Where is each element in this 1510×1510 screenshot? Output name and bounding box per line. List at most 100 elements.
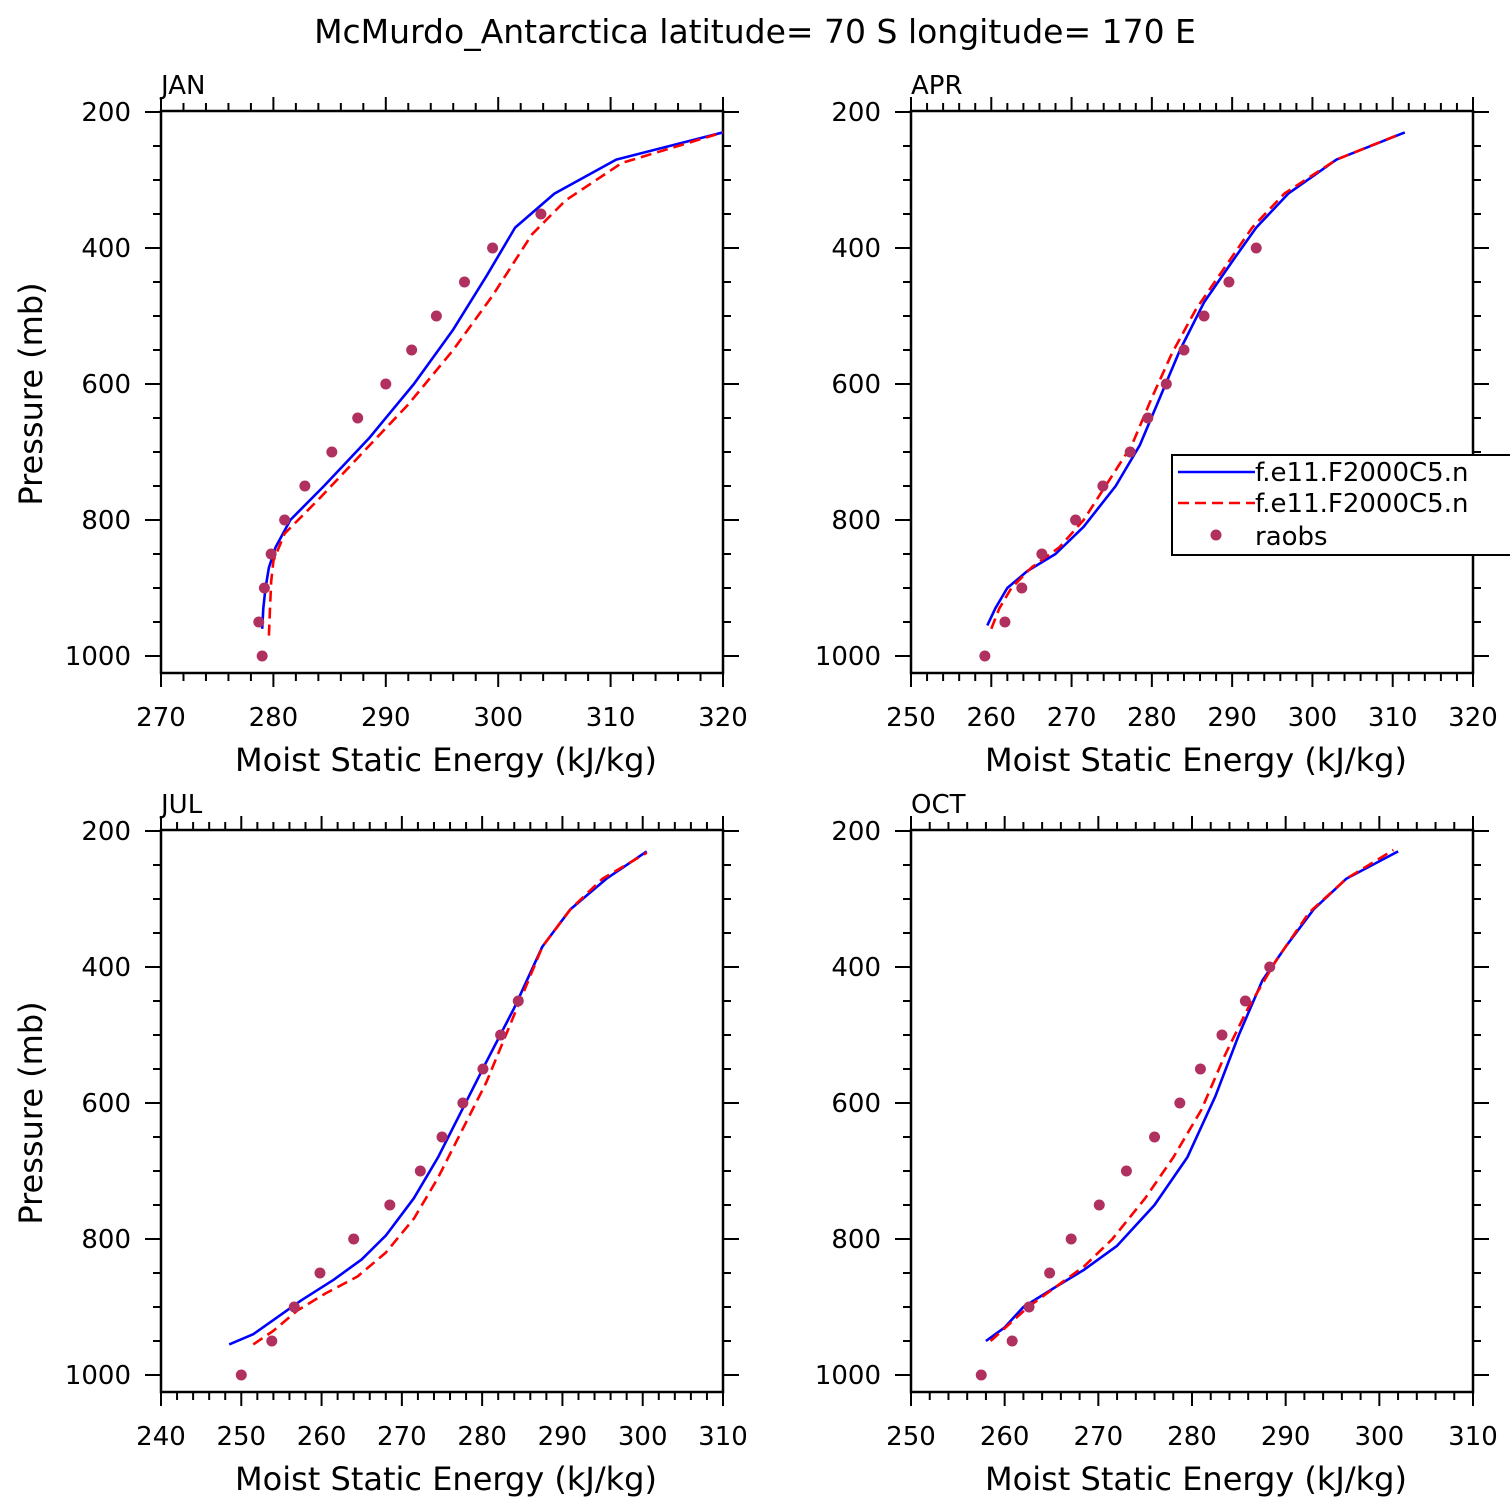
raobs-point — [999, 616, 1011, 628]
y-tick-label: 200 — [81, 817, 131, 847]
x-tick-label: 310 — [698, 1422, 748, 1452]
y-axis-title: Pressure (mb) — [12, 282, 50, 505]
panel-label: JAN — [159, 71, 205, 101]
y-tick-label: 600 — [831, 1089, 881, 1119]
x-tick-label: 290 — [538, 1422, 588, 1452]
raobs-point — [487, 242, 499, 254]
raobs-point — [1160, 378, 1172, 390]
series-dashed-line — [267, 131, 724, 636]
raobs-point — [256, 650, 268, 662]
y-tick-label: 400 — [81, 234, 131, 264]
raobs-point — [1065, 1233, 1077, 1245]
raobs-point — [348, 1233, 360, 1245]
x-tick-label: 310 — [1448, 1422, 1498, 1452]
y-tick-label: 800 — [81, 1225, 131, 1255]
raobs-point — [1174, 1097, 1186, 1109]
raobs-point — [1006, 1335, 1018, 1347]
raobs-point — [512, 995, 524, 1007]
x-tick-label: 270 — [1047, 703, 1097, 733]
raobs-point — [266, 1335, 278, 1347]
y-tick-label: 1000 — [815, 642, 881, 672]
panel-jan: JAN 270 280 290 300 310 320 200 400 600 800 1000 Moi… — [12, 71, 748, 779]
y-tick-label: 600 — [81, 1089, 131, 1119]
legend-dot-swatch — [1210, 529, 1222, 541]
x-tick-label: 300 — [473, 703, 523, 733]
raobs-point — [314, 1267, 326, 1279]
x-tick-label: 300 — [618, 1422, 668, 1452]
x-axis-title: Moist Static Energy (kJ/kg) — [235, 741, 657, 779]
y-tick-label: 800 — [81, 506, 131, 536]
raobs-point — [299, 480, 311, 492]
raobs-point — [380, 378, 392, 390]
raobs-point — [1124, 446, 1136, 458]
y-axis-title: Pressure (mb) — [12, 1001, 50, 1224]
x-tick-label: 240 — [136, 1422, 186, 1452]
y-tick-label: 400 — [831, 953, 881, 983]
raobs-point — [1250, 242, 1262, 254]
y-tick-label: 200 — [831, 98, 881, 128]
raobs-point — [1120, 1165, 1132, 1177]
panel-apr: APR 250 260 270 280 290 300 310 320 200 400 600 800 1… — [815, 71, 1498, 779]
raobs-point — [1149, 1131, 1161, 1143]
x-tick-label: 280 — [1127, 703, 1177, 733]
x-axis-title: Moist Static Energy (kJ/kg) — [235, 1460, 657, 1498]
x-axis-title: Moist Static Energy (kJ/kg) — [985, 741, 1407, 779]
x-tick-label: 270 — [136, 703, 186, 733]
raobs-point — [265, 548, 277, 560]
raobs-point — [1097, 480, 1109, 492]
raobs-point — [288, 1301, 300, 1313]
raobs-point — [1194, 1063, 1206, 1075]
raobs-point — [352, 412, 364, 424]
raobs-point — [235, 1369, 247, 1381]
x-tick-label: 250 — [886, 1422, 936, 1452]
x-tick-label: 290 — [1261, 1422, 1311, 1452]
raobs-point — [1093, 1199, 1105, 1211]
raobs-point — [457, 1097, 469, 1109]
raobs-point — [1216, 1029, 1228, 1041]
y-tick-label: 1000 — [815, 1361, 881, 1391]
raobs-point — [258, 582, 270, 594]
raobs-point — [436, 1131, 448, 1143]
panel-label: OCT — [911, 790, 966, 820]
raobs-point — [1223, 276, 1235, 288]
x-tick-label: 280 — [1167, 1422, 1217, 1452]
series-solid-line — [228, 850, 648, 1346]
x-tick-label: 320 — [1448, 703, 1498, 733]
raobs-point — [1239, 995, 1251, 1007]
raobs-point — [414, 1165, 426, 1177]
x-tick-label: 310 — [586, 703, 636, 733]
raobs-point — [1198, 310, 1210, 322]
raobs-point — [979, 650, 991, 662]
x-tick-label: 260 — [980, 1422, 1030, 1452]
panel-jul: JUL 240 250 260 270 280 290 300 310 200 400 600 800 1… — [12, 790, 748, 1498]
raobs-point — [253, 616, 265, 628]
raobs-point — [1044, 1267, 1056, 1279]
legend-entry: f.e11.F2000C5.n — [1255, 458, 1468, 488]
x-tick-label: 270 — [377, 1422, 427, 1452]
plot-frame — [159, 109, 725, 675]
raobs-point — [430, 310, 442, 322]
x-tick-label: 320 — [698, 703, 748, 733]
x-tick-label: 300 — [1288, 703, 1338, 733]
x-tick-label: 300 — [1355, 1422, 1405, 1452]
y-tick-label: 600 — [81, 370, 131, 400]
x-tick-label: 270 — [1074, 1422, 1124, 1452]
legend-entry: raobs — [1255, 522, 1328, 552]
y-tick-label: 400 — [831, 234, 881, 264]
raobs-point — [975, 1369, 987, 1381]
plot-frame — [909, 109, 1475, 675]
plot-frame — [159, 828, 725, 1394]
x-tick-label: 260 — [966, 703, 1016, 733]
y-tick-label: 1000 — [65, 642, 131, 672]
series-dashed-line — [990, 132, 1402, 630]
raobs-point — [1016, 582, 1028, 594]
raobs-point — [458, 276, 470, 288]
series-solid-line — [260, 131, 724, 629]
raobs-point — [495, 1029, 507, 1041]
raobs-point — [1070, 514, 1082, 526]
series-solid-line — [985, 850, 1399, 1343]
raobs-point — [279, 514, 291, 526]
y-tick-label: 200 — [81, 98, 131, 128]
y-tick-label: 200 — [831, 817, 881, 847]
